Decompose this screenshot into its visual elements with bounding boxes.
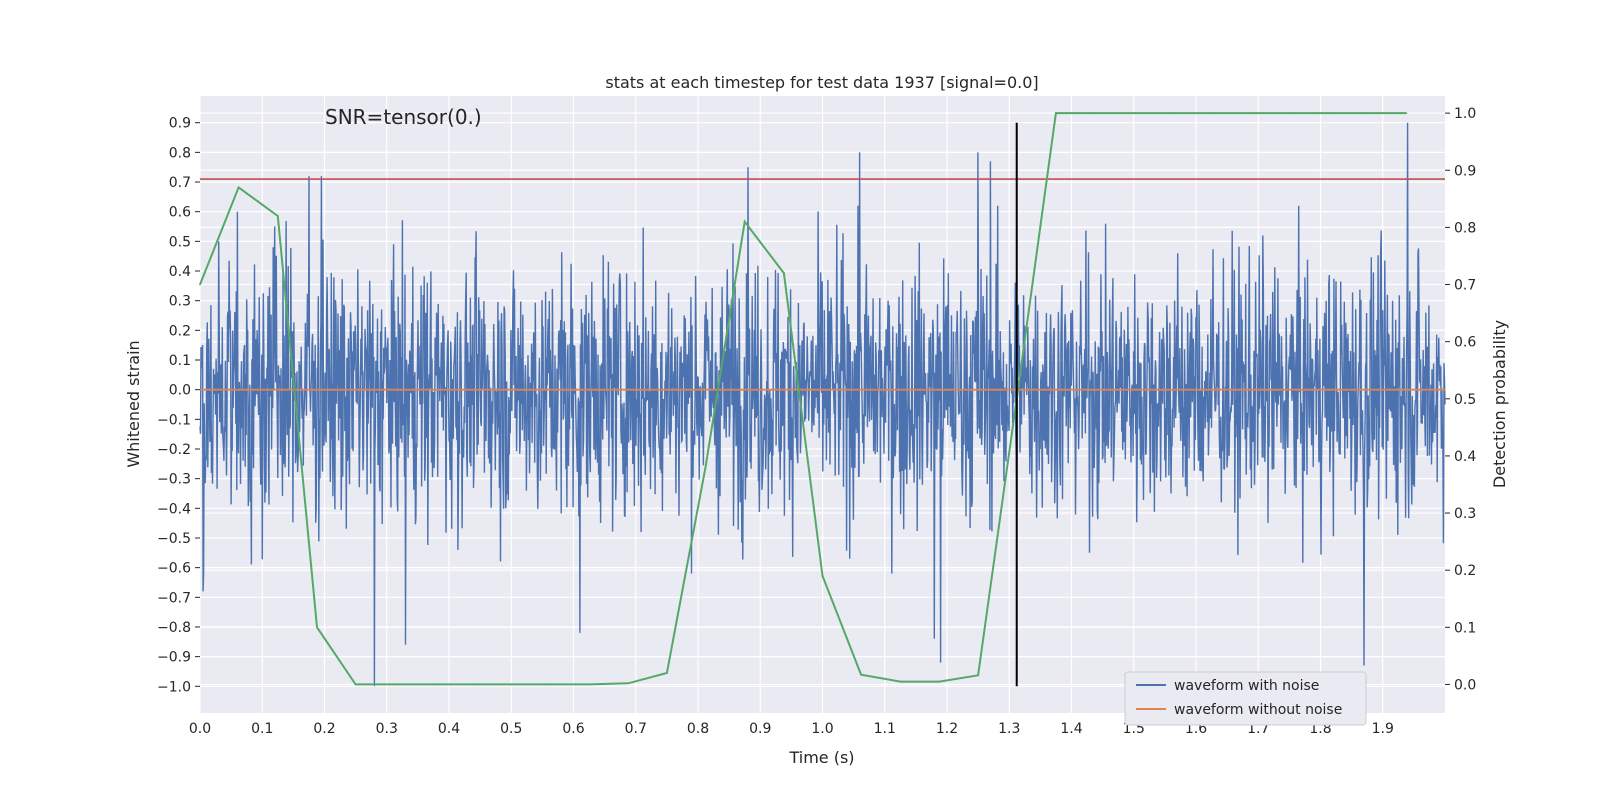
- y-right-tick-label: 0.8: [1454, 220, 1476, 236]
- x-tick-labels: 0.0 0.1 0.2 0.3 0.4 0.5 0.6 0.7 0.8 0.9 1.0 1.1 1.2 1…: [189, 721, 1394, 737]
- y-right-tick-label: 0.2: [1454, 563, 1476, 579]
- series-detection-probability: [199, 112, 1407, 686]
- probability-point: [977, 674, 979, 677]
- probability-point: [432, 683, 435, 686]
- probability-point: [354, 683, 357, 686]
- probability-point: [1327, 112, 1329, 114]
- x-tick-label: 0.5: [500, 721, 522, 737]
- probability-point: [393, 683, 396, 686]
- y-left-tick-label: 0.2: [169, 323, 191, 339]
- y-right-tick-label: 1.0: [1454, 106, 1476, 122]
- y-left-tick-label: 0.1: [169, 353, 191, 369]
- y-left-tick-label: 0.8: [169, 145, 191, 161]
- y-left-tick-label: 0.4: [169, 264, 191, 280]
- probability-point: [1210, 112, 1213, 114]
- y-left-tick-label: 0.0: [169, 383, 191, 399]
- x-tick-label: 1.0: [811, 721, 833, 737]
- x-tick-label: 1.9: [1372, 721, 1394, 737]
- y-left-tick-label: 0.5: [169, 234, 191, 250]
- x-tick-label: 0.0: [189, 721, 211, 737]
- series-layer: [199, 112, 1446, 687]
- x-tick-label: 1.3: [998, 721, 1020, 737]
- y-left-tick-label: 0.7: [169, 175, 191, 191]
- probability-point: [1366, 112, 1368, 114]
- y-left-tick-label: −0.8: [157, 620, 191, 636]
- probability-point: [1288, 112, 1291, 114]
- probability-point: [471, 683, 474, 686]
- y-axis-label-right: Detection probability: [1490, 320, 1509, 488]
- probability-point: [1133, 112, 1135, 114]
- y-left-tick-label: −0.9: [157, 650, 191, 666]
- y-left-tick-label: 0.9: [169, 116, 191, 132]
- x-tick-label: 1.1: [874, 721, 896, 737]
- probability-point: [199, 283, 201, 286]
- x-tick-label: 0.9: [749, 721, 771, 737]
- x-tick-label: 1.2: [936, 721, 958, 737]
- x-tick-label: 0.8: [687, 721, 709, 737]
- x-tick-label: 0.2: [313, 721, 335, 737]
- y-left-tick-label: −0.7: [157, 590, 191, 606]
- y-right-tick-label: 0.7: [1454, 278, 1476, 294]
- y-right-tick-label: 0.5: [1454, 392, 1476, 408]
- y-left-tick-label: −0.1: [157, 412, 191, 428]
- probability-point: [510, 683, 513, 686]
- y-left-tick-labels: 0.9 0.8 0.7 0.6 0.5 0.4 0.3 0.2 0.1 0.0 −0.1 −0.2 −0…: [157, 116, 200, 695]
- y-left-tick-label: −0.2: [157, 442, 191, 458]
- probability-point: [277, 215, 279, 217]
- probability-point: [1405, 112, 1408, 114]
- y-left-tick-label: −0.3: [157, 472, 191, 488]
- x-tick-label: 0.6: [562, 721, 584, 737]
- probability-point: [743, 220, 746, 223]
- legend-label-noise: waveform with noise: [1174, 678, 1319, 694]
- chart-title: stats at each timestep for test data 193…: [605, 73, 1038, 92]
- probability-point: [1250, 112, 1252, 114]
- y-left-tick-label: −0.5: [157, 531, 191, 547]
- y-right-tick-label: 0.4: [1454, 449, 1476, 465]
- probability-point: [1094, 112, 1096, 114]
- probability-point: [627, 682, 630, 685]
- probability-point: [1171, 112, 1174, 114]
- y-right-tick-labels: 1.0 0.9 0.8 0.7 0.6 0.5 0.4 0.3 0.2 0.1 0.0: [1445, 106, 1476, 693]
- y-left-tick-label: −0.6: [157, 561, 191, 577]
- probability-point: [588, 683, 590, 686]
- probability-point: [899, 680, 902, 683]
- probability-point: [821, 575, 824, 577]
- y-left-tick-label: −1.0: [157, 679, 191, 695]
- x-tick-label: 0.3: [376, 721, 398, 737]
- probability-point: [783, 272, 785, 274]
- probability-point: [1055, 112, 1057, 114]
- x-tick-label: 0.1: [251, 721, 273, 737]
- legend-box: [1124, 671, 1367, 726]
- probability-point: [938, 680, 941, 683]
- probability-point: [666, 672, 668, 674]
- probability-point: [860, 673, 862, 676]
- y-left-tick-label: 0.6: [169, 205, 191, 221]
- series-waveform-with-noise: [199, 122, 1446, 687]
- y-axis-label-left: Whitened strain: [124, 340, 143, 467]
- legend-label-clean: waveform without noise: [1174, 702, 1342, 718]
- probability-point: [316, 626, 318, 629]
- probability-point: [549, 683, 551, 686]
- x-tick-label: 1.4: [1060, 721, 1082, 737]
- x-tick-label: 0.4: [438, 721, 460, 737]
- y-right-tick-label: 0.3: [1454, 506, 1476, 522]
- probability-point: [237, 186, 240, 189]
- probability-point: [704, 466, 707, 469]
- y-right-tick-label: 0.1: [1454, 620, 1476, 636]
- x-axis-label: Time (s): [788, 748, 854, 767]
- snr-annotation: SNR=tensor(0.): [325, 105, 482, 129]
- legend: waveform with noise waveform without noi…: [1124, 671, 1367, 726]
- x-tick-label: 0.7: [625, 721, 647, 737]
- y-right-tick-label: 0.9: [1454, 163, 1476, 179]
- y-right-tick-label: 0.6: [1454, 335, 1476, 351]
- y-right-tick-label: 0.0: [1454, 677, 1476, 693]
- y-left-tick-label: 0.3: [169, 294, 191, 310]
- y-left-tick-label: −0.4: [157, 501, 191, 517]
